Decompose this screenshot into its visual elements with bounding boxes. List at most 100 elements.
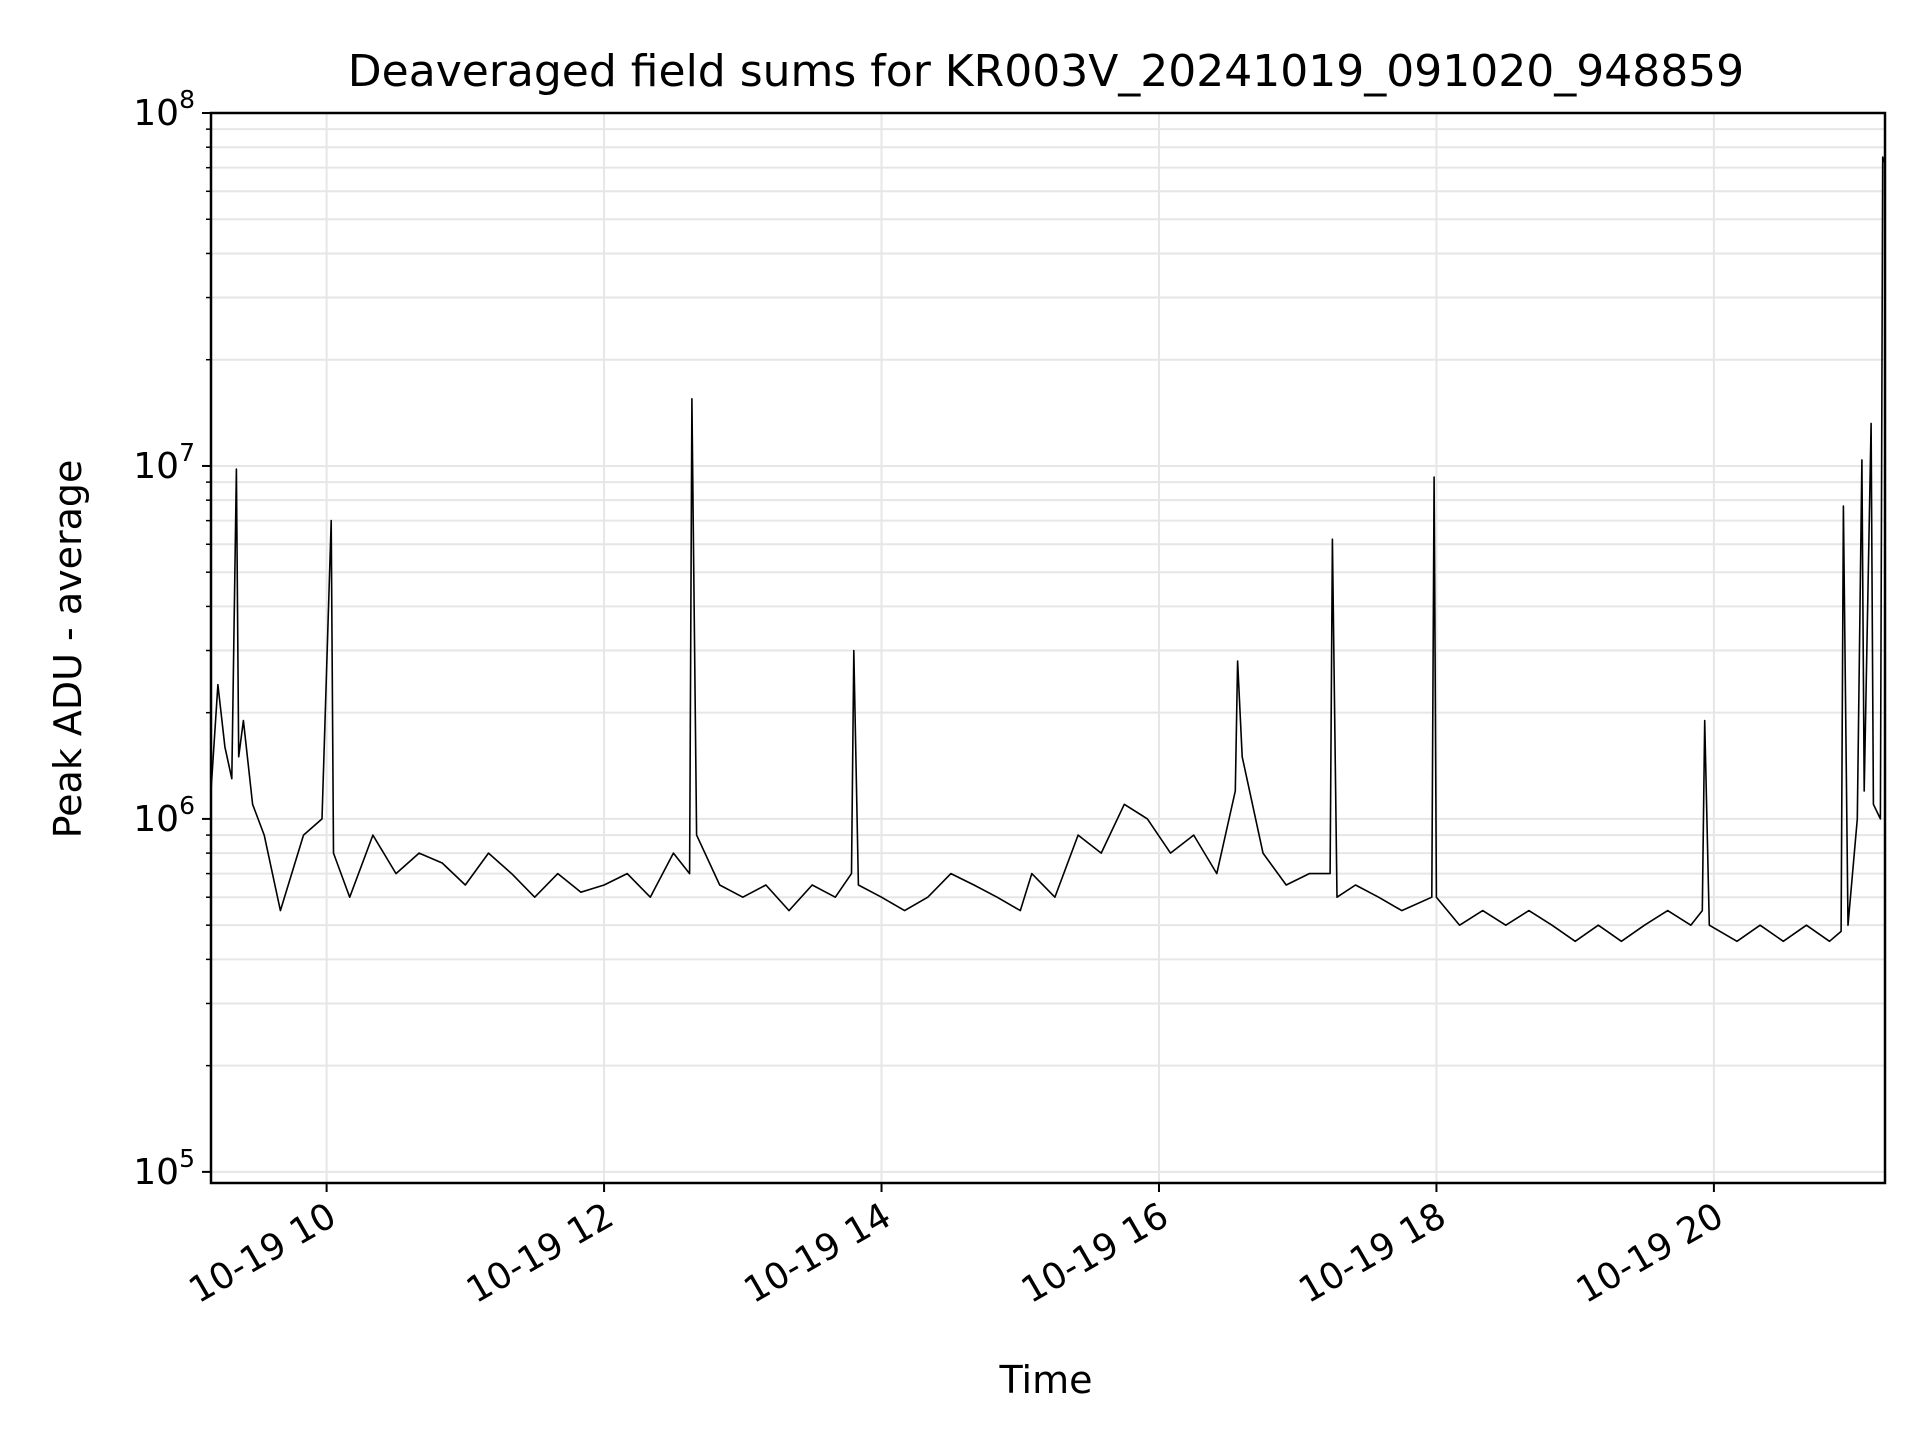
data-point [263,834,265,836]
data-point [1574,940,1576,942]
data-point [321,818,323,820]
data-point [811,884,813,886]
data-point [695,834,697,836]
data-point [1856,818,1858,820]
data-point [217,684,219,686]
data-point [765,884,767,886]
y-axis-label: Peak ADU - average [46,460,90,839]
data-point [1433,476,1435,478]
data-point [330,519,332,521]
y-tick-label: 107 [133,438,195,487]
chart-title: Deaveraged field sums for KR003V_2024101… [348,46,1744,97]
y-tick-label: 105 [133,1144,195,1193]
data-point [1336,896,1338,898]
data-point [691,398,693,400]
data-point [996,896,998,898]
data-point [1169,852,1171,854]
data-point [1597,924,1599,926]
data-point [1234,790,1236,792]
data-point [603,884,605,886]
data-point [903,909,905,911]
data-point [224,746,226,748]
data-point [487,852,489,854]
data-point [1528,909,1530,911]
data-point [238,756,240,758]
series-line [210,156,1886,943]
data-point [1100,852,1102,854]
data-point [626,872,628,874]
data-point [349,896,351,898]
data-point [1354,884,1356,886]
data-point [672,852,674,854]
data-point [1193,834,1195,836]
data-point [1805,924,1807,926]
data-point [1077,834,1079,836]
data-point [973,884,975,886]
data-point [372,834,374,836]
data-point [1146,818,1148,820]
data-point [1431,896,1433,898]
data-point [1759,924,1761,926]
data-point [279,909,281,911]
data-point [1329,872,1331,874]
data-point [1308,872,1310,874]
data-point [1377,896,1379,898]
plot-area [210,156,1886,943]
data-point [1482,909,1484,911]
data-point [1401,909,1403,911]
data-point [1551,924,1553,926]
data-point [1667,909,1669,911]
data-point [251,803,253,805]
data-point [464,884,466,886]
data-point [1262,852,1264,854]
data-point [1708,924,1710,926]
data-point [1847,924,1849,926]
data-point [1505,924,1507,926]
data-point [719,884,721,886]
data-point [1285,884,1287,886]
data-point [1331,538,1333,540]
data-point [1861,459,1863,461]
data-point [1643,924,1645,926]
data-point [1690,924,1692,926]
x-axis-label: Time [999,1358,1093,1402]
data-point [1840,930,1842,932]
data-point [1863,790,1865,792]
data-point [242,719,244,721]
data-point [857,884,859,886]
data-point [1019,909,1021,911]
data-point [1828,940,1830,942]
data-point [834,896,836,898]
y-tick-label: 108 [133,85,195,134]
data-point [580,891,582,893]
data-point [1054,896,1056,898]
data-point [1123,803,1125,805]
data-point [332,852,334,854]
data-point [510,872,512,874]
data-point [557,872,559,874]
data-point [1842,505,1844,507]
grid-layer [211,112,1885,1183]
data-point [1458,924,1460,926]
data-point [1879,818,1881,820]
data-point [1241,756,1243,758]
data-point [950,872,952,874]
data-point [1782,940,1784,942]
data-point [850,872,852,874]
data-point [1704,719,1706,721]
data-point [1870,422,1872,424]
y-tick-label: 106 [133,791,195,840]
data-point [742,896,744,898]
data-point [1236,660,1238,662]
data-point [302,834,304,836]
data-point [441,862,443,864]
data-point [649,896,651,898]
data-point [395,872,397,874]
data-point [1882,156,1884,158]
data-point [688,872,690,874]
data-point [231,778,233,780]
data-point [235,468,237,470]
